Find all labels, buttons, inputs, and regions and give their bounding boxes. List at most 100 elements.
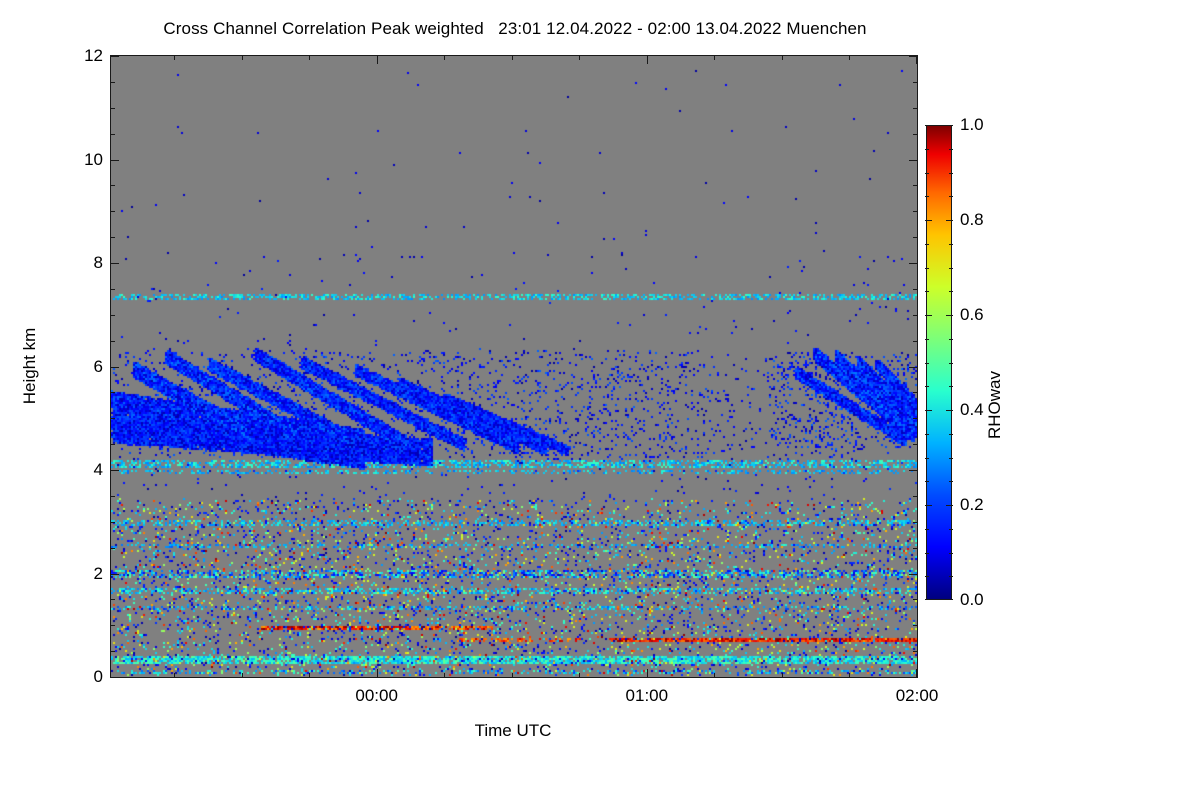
y-axis-tick [913, 314, 918, 316]
colorbar-tick [925, 291, 929, 293]
y-axis-tick [913, 495, 918, 497]
chart-title: Cross Channel Correlation Peak weighted … [163, 19, 867, 38]
x-axis-tick [376, 55, 378, 64]
colorbar-tick [925, 243, 929, 245]
y-axis-tick [909, 366, 918, 368]
y-axis-tick [110, 314, 115, 316]
colorbar-tick [949, 196, 953, 198]
y-axis-tick [913, 185, 918, 187]
x-axis-tick [309, 673, 311, 678]
colorbar-tick [949, 457, 953, 459]
y-axis-tick [110, 340, 115, 342]
y-axis-tick [110, 625, 115, 627]
colorbar-tick [946, 125, 953, 126]
colorbar-tick [925, 125, 932, 126]
y-axis-title: Height km [20, 327, 39, 405]
colorbar-tick-label: 0.0 [960, 590, 984, 609]
colorbar-tick [925, 599, 932, 600]
y-axis-tick-label: 0 [93, 667, 103, 686]
y-axis-tick [909, 159, 918, 161]
colorbar-tick [925, 267, 929, 269]
plot-area[interactable]: 0 2 4 6 8 10 12 00:00 01:00 02:00 [84, 46, 938, 705]
x-axis-tick-label: 00:00 [355, 686, 398, 705]
x-axis-tick-label: 02:00 [895, 686, 939, 705]
y-axis-tick [913, 521, 918, 523]
y-axis-tick [110, 677, 119, 678]
colorbar-tick [949, 386, 953, 388]
y-axis-tick [909, 470, 918, 471]
y-axis-tick [913, 107, 918, 109]
x-axis-tick [174, 55, 176, 60]
colorbar-tick [946, 505, 953, 506]
x-axis-tick [916, 669, 917, 678]
colorbar-tick [925, 386, 929, 388]
colorbar-tick [949, 481, 953, 483]
y-axis-tick [110, 651, 115, 653]
y-axis-tick [110, 185, 115, 187]
y-axis-tick [913, 599, 918, 601]
colorbar-tick [946, 220, 953, 221]
y-axis-tick [110, 495, 115, 497]
colorbar-title: RHOwav [985, 370, 1004, 440]
y-axis-tick [110, 470, 119, 471]
colorbar-tick [949, 552, 953, 554]
y-axis-tick [913, 418, 918, 420]
colorbar-tick [925, 172, 929, 174]
colorbar-tick [925, 457, 929, 459]
y-axis-tick [913, 133, 918, 135]
y-axis-tick [913, 340, 918, 342]
y-axis-tick-label: 4 [93, 460, 103, 479]
y-axis-tick [110, 366, 119, 368]
y-axis-tick-label: 8 [93, 253, 103, 272]
colorbar-tick [925, 410, 932, 411]
colorbar-tick [925, 220, 932, 221]
y-axis-tick [110, 133, 115, 135]
x-axis-tick-label: 01:00 [625, 686, 669, 705]
x-axis-tick [511, 673, 513, 678]
y-axis-tick [909, 573, 918, 575]
colorbar-tick [946, 315, 953, 316]
heatmap-canvas[interactable] [111, 56, 917, 677]
colorbar-tick [925, 315, 932, 316]
x-axis-title: Time UTC [474, 721, 552, 740]
colorbar-tick [925, 576, 929, 578]
y-axis-tick-label: 10 [84, 149, 103, 169]
y-axis-tick [110, 211, 115, 213]
x-axis-tick [579, 55, 581, 60]
colorbar-tick [946, 410, 953, 411]
y-axis-tick [110, 599, 115, 601]
colorbar-tick-label: 0.4 [960, 400, 984, 419]
colorbar-tick [946, 599, 953, 600]
x-axis-tick [444, 55, 446, 60]
colorbar-tick [949, 148, 953, 150]
y-axis-tick-label: 6 [93, 356, 103, 376]
y-axis-tick [913, 237, 918, 239]
y-axis-tick-label: 2 [93, 563, 103, 583]
colorbar-tick [949, 338, 953, 340]
colorbar-tick [949, 576, 953, 578]
y-axis-tick [913, 288, 918, 290]
y-axis-tick [110, 444, 115, 446]
y-axis-tick [913, 651, 918, 653]
y-axis-tick [913, 625, 918, 627]
colorbar-tick [925, 362, 929, 364]
x-axis-tick [849, 55, 851, 60]
x-axis-tick [916, 55, 917, 64]
x-axis-tick [241, 55, 243, 60]
y-axis-tick [110, 418, 115, 420]
x-axis-tick [241, 673, 243, 678]
y-axis-tick [909, 56, 918, 57]
x-axis-tick [781, 55, 783, 60]
y-axis-tick [110, 392, 115, 394]
x-axis-tick [714, 673, 716, 678]
colorbar-tick [949, 243, 953, 245]
colorbar[interactable]: 0.0 0.2 0.4 0.6 0.8 1.0 [925, 115, 984, 609]
x-axis-tick [849, 673, 851, 678]
y-axis-tick [110, 288, 115, 290]
colorbar-tick [925, 481, 929, 483]
y-axis-tick [909, 263, 918, 264]
colorbar-tick [925, 338, 929, 340]
y-axis-tick [110, 237, 115, 239]
x-axis-tick [781, 673, 783, 678]
